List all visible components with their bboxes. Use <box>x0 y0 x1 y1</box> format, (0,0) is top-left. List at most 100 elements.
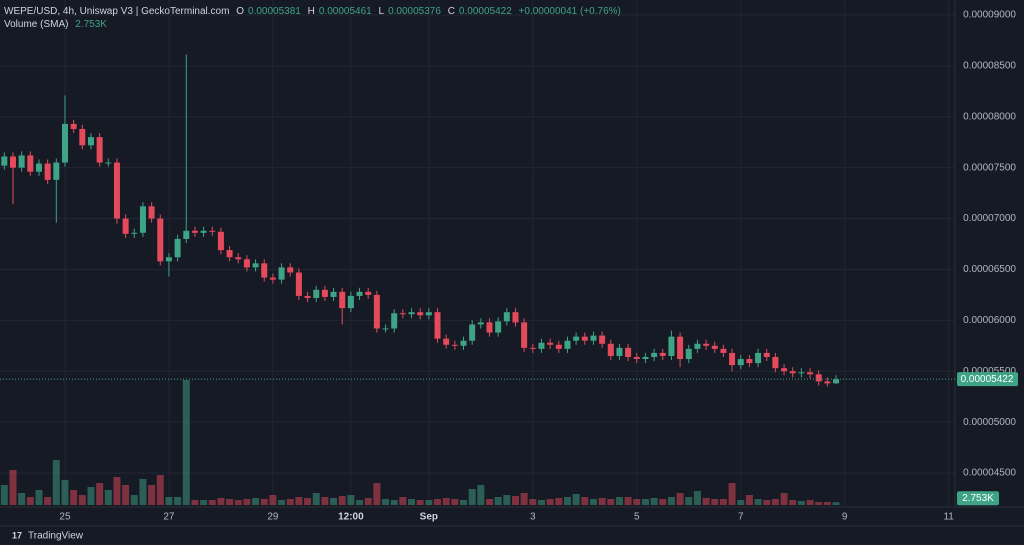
candle-body <box>798 372 805 374</box>
candle-body <box>339 291 346 309</box>
volume-bar <box>771 499 779 505</box>
ohlc-value: 0.00005376 <box>388 6 441 17</box>
volume-bar <box>356 500 364 505</box>
volume-bar <box>408 499 416 505</box>
candle-body <box>148 206 155 219</box>
volume-bar <box>0 485 8 505</box>
volume-bar <box>425 500 433 505</box>
volume-bar <box>607 499 615 505</box>
candle-body <box>495 321 502 333</box>
candle-body <box>477 322 484 325</box>
y-tick-label: 0.00007000 <box>963 213 1016 224</box>
candle-body <box>746 359 753 364</box>
candle-body <box>512 312 519 323</box>
candle-body <box>763 352 770 357</box>
volume-bar <box>200 500 208 505</box>
volume-bar <box>217 498 225 505</box>
volume-bar <box>330 498 338 505</box>
volume-bar <box>295 497 303 505</box>
volume-bar <box>806 500 814 505</box>
candle-body <box>815 374 822 382</box>
candle-body <box>209 230 216 232</box>
candle-body <box>200 230 207 233</box>
volume-bar <box>615 497 623 505</box>
volume-bar <box>676 493 684 505</box>
y-tick-label: 0.00007500 <box>963 162 1016 173</box>
volume-bar <box>780 493 788 505</box>
y-tick-label: 0.00004500 <box>963 468 1016 479</box>
candle-body <box>703 343 710 346</box>
candle-body <box>35 163 42 172</box>
ohlc-label: O <box>236 6 245 17</box>
volume-bar <box>581 497 589 505</box>
volume-bar <box>182 380 190 505</box>
candle-body <box>235 257 242 260</box>
candle-body <box>755 352 762 364</box>
candle-body <box>252 263 259 268</box>
volume-bar <box>286 499 294 505</box>
volume-bar <box>745 495 753 505</box>
candle-body <box>44 163 51 180</box>
ohlc-label: C <box>447 6 455 17</box>
candle-body <box>659 352 666 356</box>
candle-body <box>321 289 328 297</box>
volume-bar <box>373 483 381 505</box>
last-price-label: 0.00005422 <box>961 374 1014 385</box>
volume-bar <box>763 500 771 505</box>
x-tick-label: 29 <box>267 512 279 523</box>
volume-bar <box>719 499 727 505</box>
candle-body <box>651 352 658 357</box>
candle-body <box>1 156 8 166</box>
volume-bar <box>260 499 268 505</box>
volume-bar <box>70 490 78 505</box>
candle-body <box>711 345 718 349</box>
volume-bar <box>589 499 597 505</box>
candle-body <box>278 267 285 280</box>
volume-bar <box>702 498 710 505</box>
volume-bar <box>304 498 312 505</box>
volume-bar <box>9 470 17 505</box>
volume-bar <box>321 497 329 505</box>
volume-bar <box>737 500 745 505</box>
volume-bar <box>35 490 43 505</box>
candle-body <box>807 372 814 375</box>
candle-body <box>729 352 736 366</box>
candle-body <box>191 230 198 233</box>
ohlc-row: WEPE/USD, 4h, Uniswap V3 | GeckoTerminal… <box>4 5 625 18</box>
candle-body <box>295 272 302 296</box>
volume-bar <box>78 495 86 505</box>
volume-bar <box>789 500 797 505</box>
candle-body <box>157 218 164 262</box>
candle-body <box>443 338 450 345</box>
candle-body <box>564 340 571 349</box>
volume-bar <box>52 460 60 505</box>
x-tick-label: Sep <box>420 512 438 523</box>
candle-body <box>642 356 649 360</box>
volume-bar <box>667 497 675 505</box>
ohlc-value: 0.00005381 <box>248 6 301 17</box>
candle-body <box>573 336 580 341</box>
volume-bar <box>728 483 736 505</box>
candle-body <box>521 322 528 348</box>
volume-bar <box>191 500 199 505</box>
candle-body <box>451 344 458 346</box>
volume-bar <box>685 497 693 505</box>
symbol-title: WEPE/USD, 4h, Uniswap V3 | GeckoTerminal… <box>4 6 230 17</box>
candle-body <box>547 342 554 345</box>
x-tick-label: 25 <box>59 512 71 523</box>
volume-bar <box>659 499 667 505</box>
volume-bar <box>477 485 485 505</box>
candle-body <box>607 343 614 356</box>
candle-body <box>417 312 424 316</box>
volume-bar <box>26 497 34 505</box>
volume-bar <box>633 499 641 505</box>
candle-body <box>122 218 129 234</box>
candle-body <box>425 312 432 316</box>
candle-body <box>70 123 77 129</box>
candle-body <box>313 289 320 298</box>
volume-bar <box>641 499 649 505</box>
candle-body <box>503 312 510 322</box>
volume-bar <box>546 499 554 505</box>
